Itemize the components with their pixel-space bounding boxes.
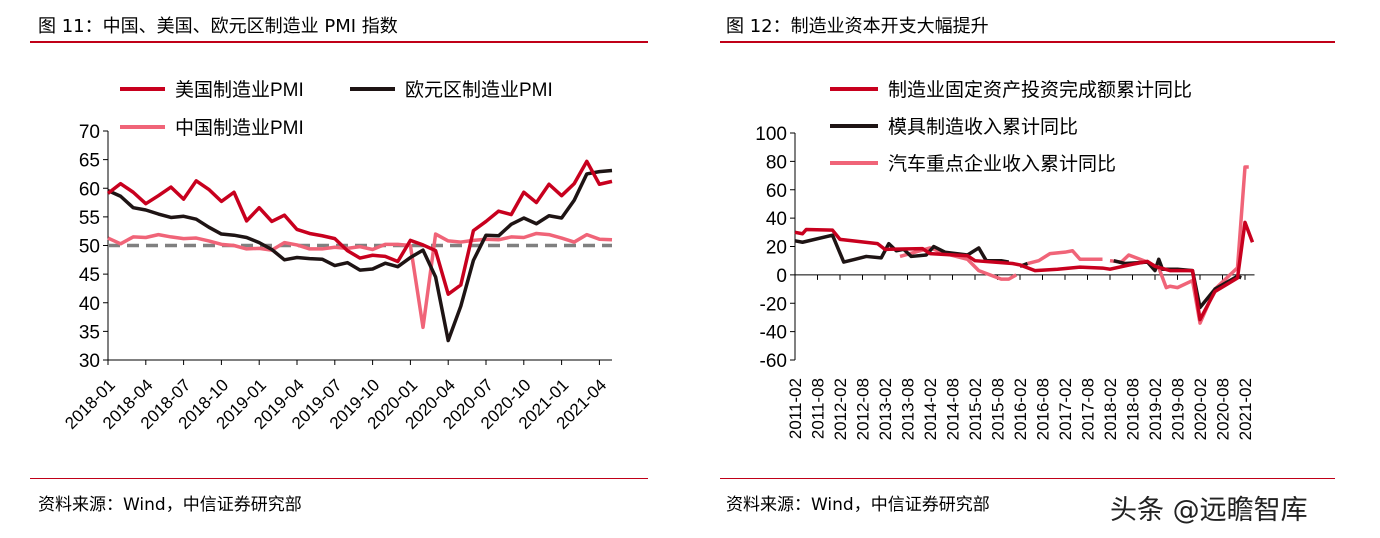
y-tick-label: 0 (776, 266, 787, 287)
legend-label: 美国制造业PMI (175, 79, 304, 101)
y-tick-label: 60 (766, 181, 787, 202)
x-tick-label: 2017-02 (1056, 378, 1075, 440)
x-tick-label: 2018-08 (1124, 378, 1143, 440)
x-tick-label: 2019-08 (1169, 378, 1188, 440)
y-tick-label: 40 (79, 294, 100, 315)
y-tick-label: 65 (79, 151, 100, 172)
title-divider (30, 41, 648, 43)
x-tick-label: 2015-02 (966, 378, 985, 440)
legend-label: 制造业固定资产投资完成额累计同比 (888, 79, 1192, 101)
source-divider (720, 478, 1335, 479)
x-tick-label: 2011-02 (786, 378, 805, 439)
right-source: 资料来源：Wind，中信证券研究部 (726, 495, 990, 515)
x-tick-label: 2020-08 (1214, 378, 1233, 440)
series-line (1109, 165, 1249, 325)
left-chart-title: 图 11：中国、美国、欧元区制造业 PMI 指数 (38, 16, 398, 37)
series-line (794, 220, 1255, 322)
y-tick-label: 100 (755, 124, 787, 145)
series-line (1027, 249, 1103, 266)
series-line (107, 168, 613, 343)
legend-label: 模具制造收入累计同比 (888, 116, 1078, 138)
y-tick-label: -20 (760, 294, 787, 315)
legend-label: 汽车重点企业收入累计同比 (888, 153, 1116, 175)
y-tick-label: 55 (79, 208, 100, 229)
source-divider (30, 478, 648, 479)
x-tick-label: 2019-02 (1146, 378, 1165, 440)
x-tick-label: 2012-02 (831, 378, 850, 440)
x-tick-label: 2015-08 (989, 378, 1008, 440)
series-line (107, 231, 613, 330)
right-chart-title: 图 12：制造业资本开支大幅提升 (726, 16, 989, 37)
x-tick-label: 2018-02 (1101, 378, 1120, 440)
legend-label: 欧元区制造业PMI (405, 79, 553, 101)
x-tick-label: 2013-02 (876, 378, 895, 440)
x-tick-label: 2017-08 (1079, 378, 1098, 440)
y-tick-label: 70 (79, 122, 100, 143)
y-tick-label: 45 (79, 265, 100, 286)
y-tick-label: -40 (760, 323, 787, 344)
y-tick-label: 80 (766, 152, 787, 173)
y-tick-label: 30 (79, 351, 100, 372)
left-source: 资料来源：Wind，中信证券研究部 (38, 495, 302, 515)
y-tick-label: 20 (766, 238, 787, 259)
y-tick-label: 40 (766, 209, 787, 230)
x-tick-label: 2012-08 (854, 378, 873, 440)
x-tick-label: 2021-02 (1236, 378, 1255, 440)
x-tick-label: 2016-02 (1011, 378, 1030, 440)
y-tick-label: 50 (79, 237, 100, 258)
y-tick-label: 35 (79, 322, 100, 343)
series-line (106, 159, 613, 296)
x-tick-label: 2013-08 (899, 378, 918, 440)
y-tick-label: -60 (760, 351, 787, 372)
x-tick-label: 2011-08 (809, 378, 828, 439)
watermark: 头条 @远瞻智库 (1110, 495, 1308, 526)
x-tick-label: 2014-02 (921, 378, 940, 440)
legend-label: 中国制造业PMI (175, 117, 304, 139)
title-divider (720, 41, 1335, 43)
y-tick-label: 60 (79, 179, 100, 200)
x-tick-label: 2014-08 (944, 378, 963, 440)
series-line (1113, 257, 1242, 310)
x-tick-label: 2016-08 (1034, 378, 1053, 440)
x-tick-label: 2020-02 (1191, 378, 1210, 440)
